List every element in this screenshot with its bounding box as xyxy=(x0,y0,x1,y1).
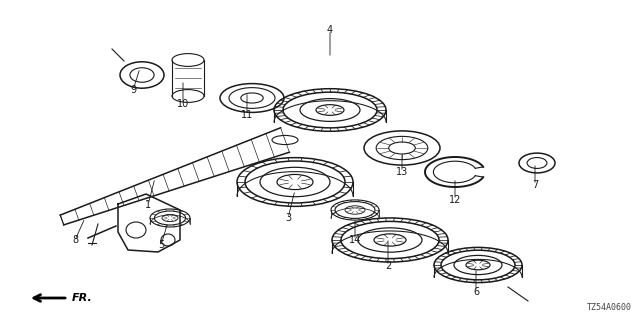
Text: 13: 13 xyxy=(396,167,408,177)
Text: 8: 8 xyxy=(72,235,78,245)
Text: 3: 3 xyxy=(285,213,291,223)
Text: FR.: FR. xyxy=(72,293,93,303)
Text: 11: 11 xyxy=(241,110,253,120)
Text: 14: 14 xyxy=(349,235,361,245)
Text: 4: 4 xyxy=(327,25,333,35)
Text: 10: 10 xyxy=(177,99,189,109)
Text: 6: 6 xyxy=(473,287,479,297)
Text: 7: 7 xyxy=(532,180,538,190)
Text: 2: 2 xyxy=(385,261,391,271)
Text: 1: 1 xyxy=(145,200,151,210)
Text: 9: 9 xyxy=(130,85,136,95)
Text: 12: 12 xyxy=(449,195,461,205)
Text: 5: 5 xyxy=(158,240,164,250)
Text: TZ54A0600: TZ54A0600 xyxy=(587,303,632,312)
